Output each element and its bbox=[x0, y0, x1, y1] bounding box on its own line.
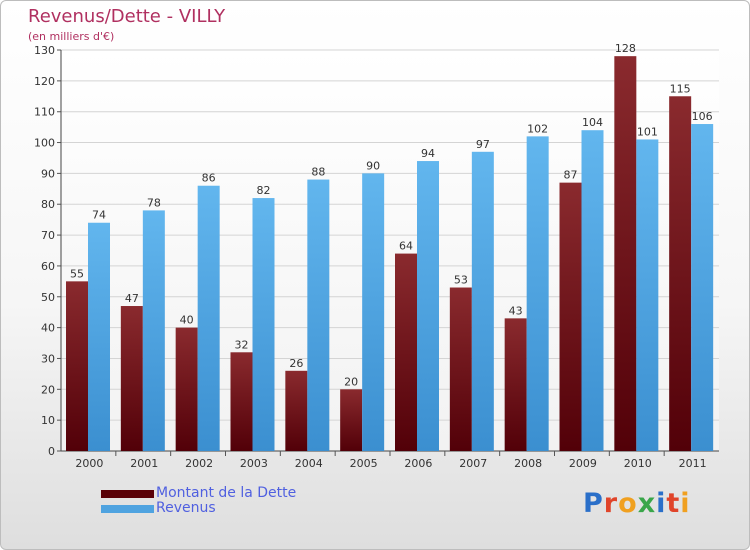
data-label-revenus-2005: 90 bbox=[366, 159, 380, 172]
y-tick-label-120: 120 bbox=[34, 75, 55, 88]
bar-dette-2006 bbox=[395, 253, 417, 451]
bar-revenus-2007 bbox=[471, 151, 494, 452]
chart-title: Revenus/Dette - VILLY bbox=[28, 6, 226, 27]
y-tick-label-100: 100 bbox=[34, 137, 55, 150]
data-label-revenus-2007: 97 bbox=[476, 138, 490, 151]
y-tick-label-60: 60 bbox=[41, 260, 55, 273]
x-tick-label-2003: 2003 bbox=[240, 457, 268, 470]
x-tick-label-2008: 2008 bbox=[514, 457, 542, 470]
bar-dette-2005 bbox=[340, 389, 363, 451]
data-label-revenus-2003: 82 bbox=[257, 184, 271, 197]
data-labels: 55 74 47 78 40 86 32 82 26 88 20 90 64 94 53 97 43 102 87 1… bbox=[70, 42, 713, 388]
bar-revenus-2008 bbox=[526, 136, 549, 451]
y-tick-label-70: 70 bbox=[41, 229, 55, 242]
x-tick-label-2002: 2002 bbox=[185, 457, 213, 470]
logo-letter: i bbox=[680, 488, 691, 519]
data-label-dette-2002: 40 bbox=[180, 314, 194, 327]
data-label-dette-2005: 20 bbox=[344, 375, 358, 388]
bar-dette-2010 bbox=[614, 56, 637, 452]
bar-revenus-2001 bbox=[142, 210, 165, 451]
data-label-dette-2010: 128 bbox=[615, 42, 636, 55]
bar-revenus-2002 bbox=[197, 185, 220, 451]
data-label-dette-2008: 43 bbox=[509, 304, 523, 317]
y-tick-label-80: 80 bbox=[41, 198, 55, 211]
x-tick-label-2000: 2000 bbox=[75, 457, 103, 470]
bar-dette-2011 bbox=[669, 96, 692, 452]
y-tick-label-30: 30 bbox=[41, 352, 55, 365]
axes: 0 10 20 30 40 50 60 70 80 90 100 110 120 130 2000 2001 2… bbox=[34, 44, 719, 470]
proxiti-logo: Proxiti bbox=[583, 488, 691, 519]
bar-dette-2009 bbox=[559, 182, 582, 451]
logo-letter: P bbox=[583, 488, 604, 519]
x-tick-label-2001: 2001 bbox=[130, 457, 158, 470]
data-label-dette-2004: 26 bbox=[289, 357, 303, 370]
bar-revenus-2003 bbox=[252, 198, 275, 451]
grid-lines bbox=[61, 49, 719, 451]
data-label-revenus-2002: 86 bbox=[202, 172, 216, 185]
x-tick-label-2006: 2006 bbox=[404, 457, 432, 470]
data-label-dette-2000: 55 bbox=[70, 267, 84, 280]
legend-swatch-dette bbox=[101, 490, 154, 498]
data-label-revenus-2011: 106 bbox=[692, 110, 713, 123]
bar-revenus-2000 bbox=[88, 222, 110, 451]
data-label-revenus-2009: 104 bbox=[582, 116, 603, 129]
y-tick-label-0: 0 bbox=[48, 445, 55, 458]
bar-dette-2004 bbox=[285, 370, 308, 451]
bar-revenus-2011 bbox=[691, 124, 714, 452]
data-label-dette-2003: 32 bbox=[235, 338, 249, 351]
legend-swatch-revenus bbox=[101, 505, 154, 513]
data-label-revenus-2010: 101 bbox=[637, 125, 658, 138]
data-label-revenus-2004: 88 bbox=[311, 166, 325, 179]
data-label-dette-2001: 47 bbox=[125, 292, 139, 305]
chart-subtitle: (en milliers d'€) bbox=[28, 30, 115, 43]
y-tick-label-90: 90 bbox=[41, 167, 55, 180]
data-label-dette-2006: 64 bbox=[399, 240, 413, 253]
y-tick-label-40: 40 bbox=[41, 322, 55, 335]
legend-label-revenus: Revenus bbox=[156, 500, 216, 516]
bar-dette-2000 bbox=[66, 281, 88, 451]
x-tick-label-2007: 2007 bbox=[459, 457, 487, 470]
y-tick-label-50: 50 bbox=[41, 291, 55, 304]
x-tick-label-2004: 2004 bbox=[295, 457, 323, 470]
bar-revenus-2006 bbox=[417, 161, 439, 452]
y-tick-label-130: 130 bbox=[34, 44, 55, 57]
data-label-revenus-2008: 102 bbox=[527, 122, 548, 135]
bar-dette-2007 bbox=[449, 287, 472, 451]
data-label-dette-2007: 53 bbox=[454, 274, 468, 287]
bars bbox=[66, 56, 714, 452]
plot-area bbox=[61, 50, 719, 451]
x-tick-label-2010: 2010 bbox=[624, 457, 652, 470]
data-label-revenus-2001: 78 bbox=[147, 196, 161, 209]
bar-revenus-2004 bbox=[307, 179, 330, 452]
y-tick-label-110: 110 bbox=[34, 106, 55, 119]
bar-dette-2003 bbox=[230, 352, 253, 451]
logo-letter: o bbox=[618, 488, 638, 519]
data-label-revenus-2006: 94 bbox=[421, 147, 435, 160]
logo-letter: x bbox=[637, 488, 657, 519]
data-label-revenus-2000: 74 bbox=[92, 209, 106, 222]
legend-label-dette: Montant de la Dette bbox=[156, 485, 297, 501]
bar-dette-2008 bbox=[504, 318, 527, 451]
y-tick-label-10: 10 bbox=[41, 414, 55, 427]
data-label-dette-2009: 87 bbox=[564, 169, 578, 182]
bar-revenus-2005 bbox=[362, 173, 385, 451]
bar-dette-2002 bbox=[175, 327, 198, 451]
data-label-dette-2011: 115 bbox=[670, 82, 691, 95]
x-tick-label-2009: 2009 bbox=[569, 457, 597, 470]
y-tick-label-20: 20 bbox=[41, 383, 55, 396]
logo-letter: i bbox=[656, 488, 667, 519]
x-tick-label-2011: 2011 bbox=[679, 457, 707, 470]
logo-letter: t bbox=[666, 488, 681, 519]
logo-letter: r bbox=[603, 488, 619, 519]
x-tick-label-2005: 2005 bbox=[350, 457, 378, 470]
bar-revenus-2009 bbox=[581, 130, 604, 451]
bar-revenus-2010 bbox=[636, 139, 659, 451]
bar-dette-2001 bbox=[120, 306, 143, 451]
